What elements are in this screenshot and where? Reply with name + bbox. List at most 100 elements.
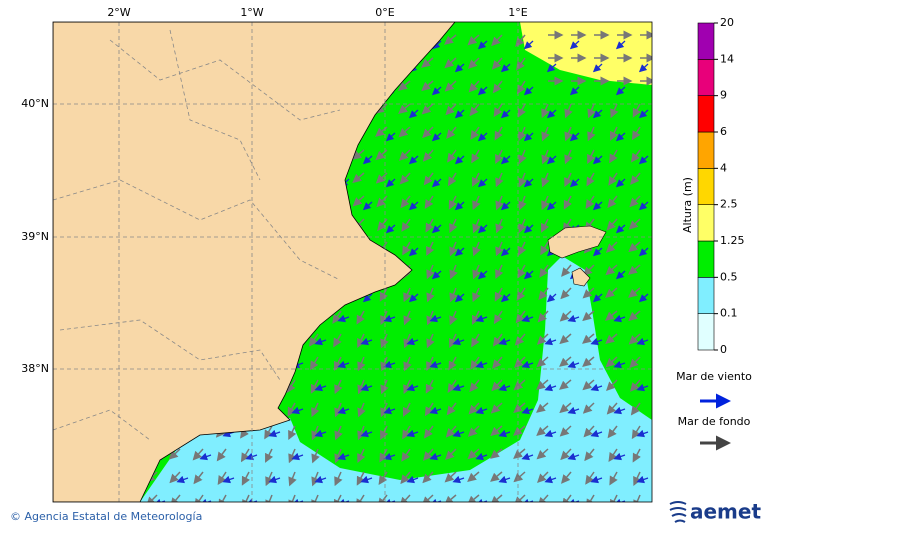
swell-arrow [628,218,641,230]
swell-arrow [495,218,504,234]
swell-arrow [491,34,503,47]
wind-arrow [454,155,465,165]
swell-arrow [518,218,527,234]
swell-arrow [605,264,618,276]
colorbar: 0 0.1 0.5 1.25 2.5 4 6 9 14 20 [697,16,745,356]
swell-arrow [560,287,572,300]
wind-arrow [431,132,442,142]
wind-arrow [477,224,488,234]
colorbar-label: 4 [720,161,727,174]
colorbar-label: 20 [720,16,734,29]
wind-arrow [569,178,580,188]
wind-arrow [546,155,557,165]
swell-arrow [426,287,435,303]
swell-arrow [564,149,573,165]
wind-arrow [498,429,511,438]
swell-arrow [559,402,572,414]
wind-arrow [638,109,649,119]
swell-arrow [398,149,411,161]
wind-arrow [569,86,580,96]
swell-arrow [582,287,595,299]
swell-arrow [628,287,641,298]
swell-arrow [398,126,411,138]
swell-arrow [608,172,618,186]
wind-arrow [385,224,396,234]
swell-arrow [403,356,412,372]
swell-arrow [516,80,526,95]
wind-arrow [454,293,465,303]
swell-arrow [633,494,642,502]
swell-arrow [168,448,181,460]
swell-arrow [352,172,365,184]
swell-arrow [605,310,618,321]
wind-arrow [567,314,580,323]
swell-arrow [628,310,641,322]
swell-arrow [582,402,595,414]
swell-arrow [447,172,457,187]
wind-arrow [452,383,465,392]
legend-label: Mar de fondo [678,415,751,428]
wind-arrow [176,475,189,484]
swell-arrow [492,80,503,94]
swell-arrow [471,333,480,348]
swell-arrow [518,126,527,142]
swell-arrow [472,287,481,303]
axis-labels: 2°W 1°W 0°E 1°E 40°N 39°N 38°N [21,6,528,375]
colorbar-segment [697,313,715,351]
swell-arrow [377,218,388,231]
wind-arrow [475,406,488,415]
swell-arrow [467,425,480,437]
wind-arrow [544,337,557,346]
swell-arrow [422,149,434,162]
land [53,22,456,502]
swell-arrow [240,448,250,463]
graticule [53,22,652,502]
wind-arrow [408,293,419,303]
swell-arrow [472,195,481,211]
wind-arrow [477,270,488,280]
colorbar-title: Altura (m) [681,177,694,233]
swell-arrow [169,471,181,484]
wind-arrow [592,201,603,211]
swell-arrow [376,195,388,208]
wind-arrow [454,247,465,257]
swell-arrow [170,494,181,502]
wind-arrow [592,293,603,303]
swell-arrow [585,195,595,210]
swell-arrow [495,264,504,280]
swell-arrow [629,195,641,208]
wind-arrow [613,406,626,415]
wind-arrow [454,63,465,73]
swell-arrow [467,34,480,46]
swell-arrow [582,310,595,322]
swell-arrow [607,425,618,439]
swell-arrow [560,448,572,461]
wind-arrow [590,383,603,392]
wind-arrow [500,247,511,257]
swell-arrow [631,126,641,141]
wind-arrow [337,314,350,323]
swell-arrow [379,287,388,302]
swell-arrow [470,126,480,140]
swell-arrow [559,379,572,390]
wind-arrow [544,475,557,484]
swell-arrow [608,448,618,462]
swell-arrow [380,379,389,395]
wind-arrow [408,201,419,211]
swell-arrow [563,195,572,210]
colorbar-segment [697,168,715,205]
swell-arrow [609,126,619,141]
colorbar-label: 0 [720,343,727,356]
swell-arrow [607,195,618,209]
swell-arrow [605,241,618,253]
wind-arrow [500,201,511,211]
wind-arrow [546,201,557,211]
swell-arrow [421,80,434,92]
wind-arrow [385,178,396,188]
wind-arrow [406,429,419,438]
swell-arrow [513,402,526,414]
swell-arrow [609,149,618,164]
swell-arrow [538,287,549,301]
swell-arrow [400,195,411,209]
swell-arrow [399,172,411,185]
